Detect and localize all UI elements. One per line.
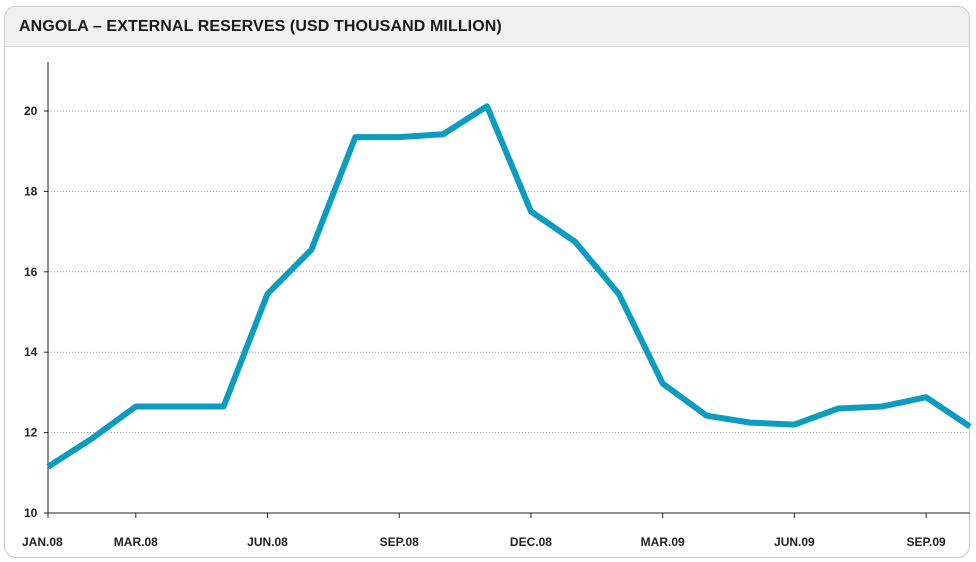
- data-point: [353, 135, 357, 139]
- axes: [44, 62, 970, 518]
- data-point: [222, 404, 226, 408]
- x-tick-label: DEC.08: [510, 535, 552, 549]
- x-tick-label: JUN.08: [247, 535, 288, 549]
- x-tick-label: MAR.09: [641, 535, 685, 549]
- data-point: [46, 465, 50, 469]
- y-tick-label: 14: [24, 345, 38, 359]
- y-tick-label: 10: [24, 506, 38, 520]
- chart-title: ANGOLA – EXTERNAL RESERVES (USD THOUSAND…: [19, 18, 502, 35]
- data-point: [309, 248, 313, 252]
- data-point: [573, 240, 577, 244]
- y-tick-label: 12: [24, 426, 38, 440]
- data-point: [836, 406, 840, 410]
- y-tick-label: 20: [24, 104, 38, 118]
- x-tick-label: SEP.08: [380, 535, 419, 549]
- data-point: [661, 382, 665, 386]
- series-line: [46, 103, 972, 470]
- y-tick-label: 18: [24, 184, 38, 198]
- x-tick-label: JAN.08: [22, 535, 63, 549]
- data-point: [529, 210, 533, 214]
- gridlines: [48, 110, 970, 434]
- data-point: [880, 404, 884, 408]
- data-point: [968, 425, 972, 429]
- data-point: [266, 292, 270, 296]
- x-tick-label: JUN.09: [774, 535, 815, 549]
- data-point: [441, 132, 445, 136]
- x-tick-label: MAR.08: [114, 535, 158, 549]
- data-point: [748, 421, 752, 425]
- data-point: [397, 135, 401, 139]
- data-point: [90, 437, 94, 441]
- data-point: [705, 414, 709, 418]
- data-point: [924, 395, 928, 399]
- data-point: [617, 292, 621, 296]
- data-point: [485, 104, 489, 108]
- chart-panel: ANGOLA – EXTERNAL RESERVES (USD THOUSAND…: [4, 6, 970, 558]
- x-tick-label: SEP.09: [907, 535, 946, 549]
- chart-header: ANGOLA – EXTERNAL RESERVES (USD THOUSAND…: [5, 7, 969, 47]
- series-layer: [46, 103, 972, 470]
- data-point: [792, 423, 796, 427]
- data-point: [134, 404, 138, 408]
- tick-labels: 10 12 14 16 18 20 JAN.08 MAR.08 JUN.08 SEP.08 DEC.…: [22, 104, 946, 549]
- y-tick-label: 16: [24, 265, 38, 279]
- data-point: [178, 404, 182, 408]
